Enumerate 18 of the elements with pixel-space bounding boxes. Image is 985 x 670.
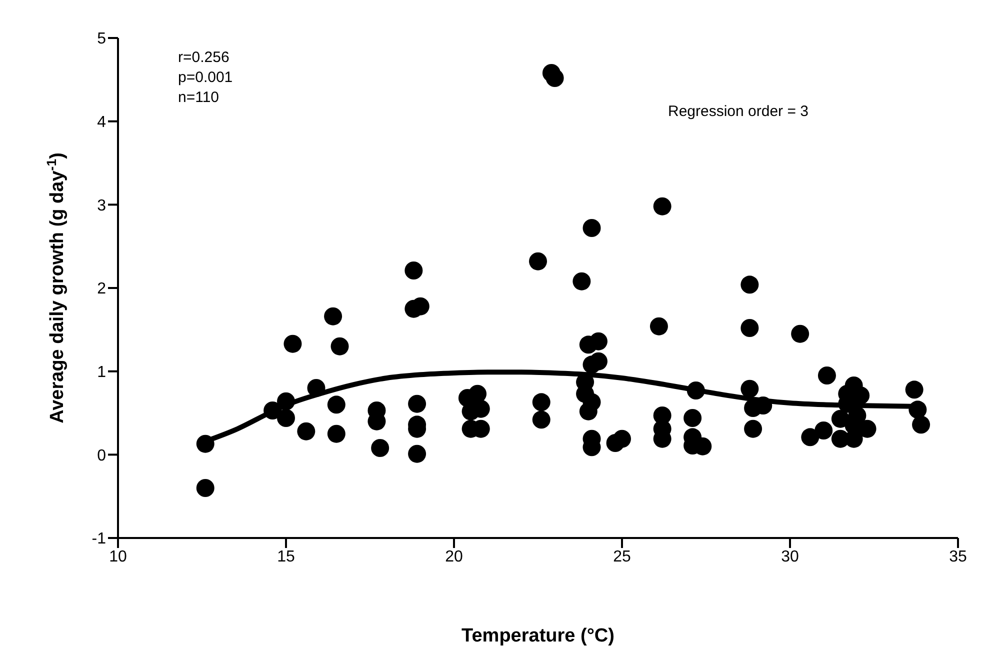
y-tick-label: 2 — [97, 280, 106, 298]
x-tick-label: 30 — [781, 548, 799, 566]
annotation: r=0.256 — [178, 48, 230, 68]
x-tick-label: 10 — [109, 548, 127, 566]
y-tick-label: 3 — [97, 197, 106, 214]
annotation: Regression order = 3 — [668, 103, 808, 120]
y-tick-label: 0 — [97, 447, 106, 464]
annotation: n=110 — [178, 88, 220, 108]
y-tick-label: 5 — [97, 30, 106, 48]
y-tick-label: -1 — [92, 530, 106, 548]
y-tick-label: 1 — [97, 364, 106, 382]
annotation: p=0.001 — [178, 68, 233, 88]
x-tick-label: 20 — [445, 548, 463, 566]
x-tick-label: 15 — [277, 548, 295, 566]
x-tick-label: 25 — [613, 548, 631, 566]
x-axis-title: Temperature (°C) — [462, 625, 614, 646]
y-tick-label: 4 — [97, 114, 106, 132]
x-tick-label: 35 — [949, 548, 967, 566]
